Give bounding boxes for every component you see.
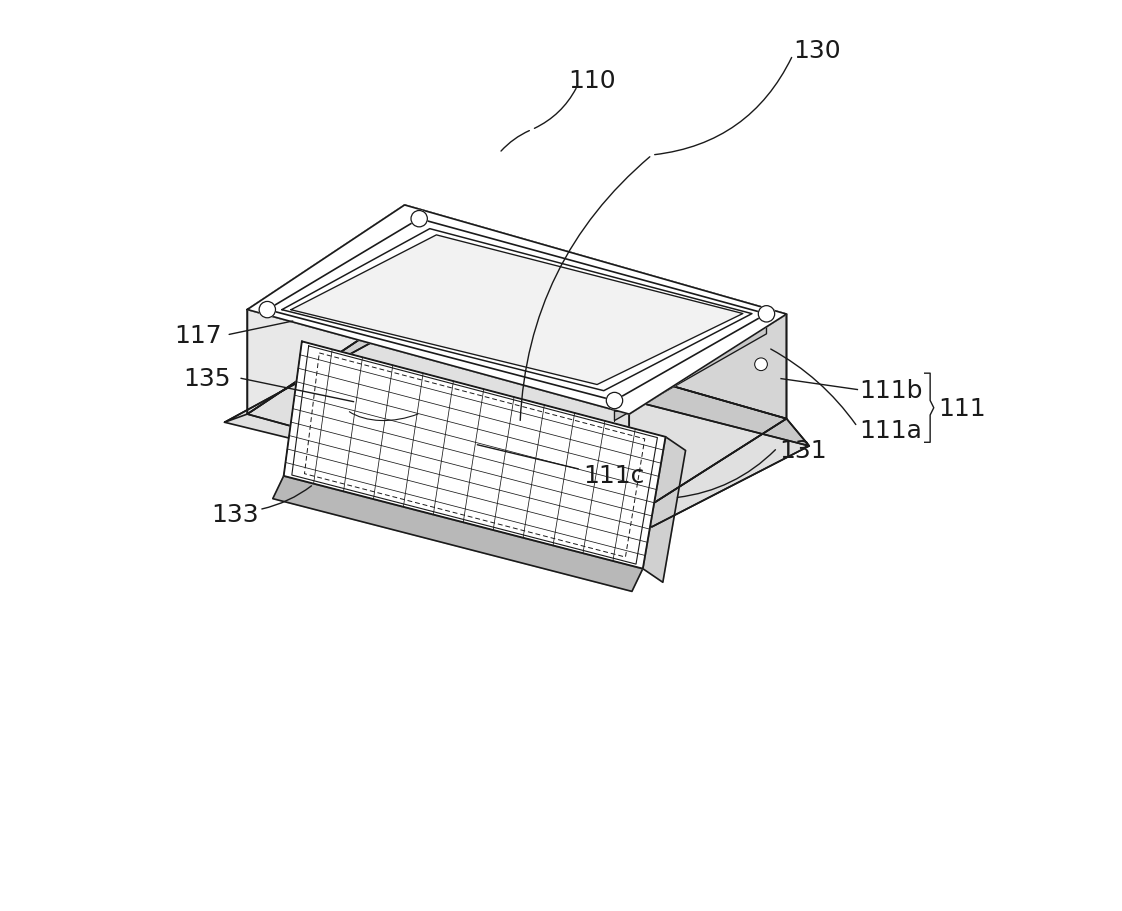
- FancyArrowPatch shape: [261, 486, 312, 509]
- Text: 110: 110: [568, 69, 616, 93]
- Text: 133: 133: [211, 503, 258, 527]
- Polygon shape: [284, 342, 665, 569]
- Polygon shape: [643, 437, 686, 583]
- Polygon shape: [629, 314, 787, 519]
- Polygon shape: [224, 337, 809, 527]
- Polygon shape: [629, 419, 809, 527]
- Text: 111b: 111b: [859, 378, 922, 402]
- Text: 131: 131: [779, 439, 827, 463]
- Polygon shape: [247, 206, 405, 415]
- FancyArrowPatch shape: [678, 450, 775, 498]
- Circle shape: [758, 306, 774, 322]
- Polygon shape: [247, 206, 787, 415]
- Circle shape: [411, 211, 427, 228]
- FancyArrowPatch shape: [229, 322, 293, 335]
- Text: 117: 117: [175, 323, 222, 348]
- Polygon shape: [224, 310, 405, 423]
- FancyArrowPatch shape: [502, 131, 530, 152]
- FancyArrowPatch shape: [534, 89, 576, 129]
- Polygon shape: [273, 476, 643, 592]
- Polygon shape: [247, 310, 629, 519]
- FancyArrowPatch shape: [477, 445, 578, 469]
- Text: 111: 111: [938, 396, 986, 420]
- Text: 111c: 111c: [583, 464, 645, 487]
- Circle shape: [755, 359, 767, 371]
- Text: 130: 130: [793, 39, 840, 64]
- Polygon shape: [247, 310, 787, 519]
- Polygon shape: [291, 236, 743, 385]
- Text: 135: 135: [184, 366, 231, 390]
- Circle shape: [606, 393, 623, 409]
- FancyArrowPatch shape: [241, 379, 353, 403]
- Polygon shape: [405, 206, 787, 419]
- FancyArrowPatch shape: [654, 58, 792, 156]
- FancyArrowPatch shape: [771, 350, 856, 425]
- Polygon shape: [615, 314, 766, 421]
- Text: 111a: 111a: [859, 418, 922, 442]
- FancyArrowPatch shape: [521, 158, 650, 421]
- Circle shape: [259, 302, 276, 319]
- Polygon shape: [381, 310, 809, 446]
